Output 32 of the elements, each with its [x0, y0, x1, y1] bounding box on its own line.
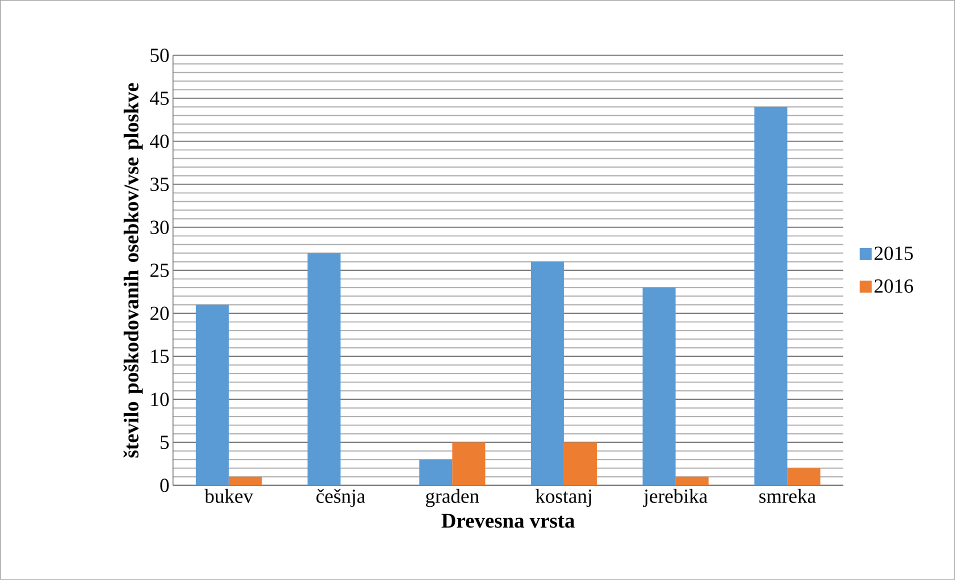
y-tick-label: 40 [150, 134, 169, 148]
x-tick-label: jerebika [642, 488, 708, 508]
y-tick-label: 35 [150, 178, 169, 192]
bar [787, 468, 820, 486]
bar [308, 253, 341, 486]
x-tick-label: bukev [204, 488, 254, 503]
y-tick-label: 50 [150, 48, 169, 62]
legend-label: 2016 [874, 279, 914, 293]
y-tick-label: 30 [150, 220, 169, 234]
x-tick-label: češnja [316, 488, 366, 508]
y-tick-label: 0 [160, 478, 169, 492]
bar [452, 442, 486, 486]
bar [228, 476, 262, 486]
bar [676, 476, 709, 486]
y-axis-title: število poškodovanih osebkov/vse ploskve [124, 83, 143, 458]
legend-label: 2015 [874, 246, 913, 260]
bar [564, 442, 597, 486]
y-tick-label: 5 [160, 436, 169, 450]
x-tick-label: kostanj [536, 488, 592, 508]
bar [196, 304, 229, 486]
x-tick-label: smreka [759, 488, 816, 503]
x-axis-title: Drevesna vrsta [442, 514, 575, 528]
y-tick-label: 10 [151, 392, 169, 406]
y-tick-label: 25 [150, 264, 169, 278]
y-tick-label: 45 [150, 92, 169, 105]
x-tick-label: graden [426, 488, 480, 508]
bar [754, 106, 788, 486]
bar [530, 262, 564, 486]
bar [419, 460, 452, 486]
y-tick-label: 20 [150, 306, 169, 320]
bar [642, 288, 676, 486]
y-tick-label: 15 [151, 350, 169, 364]
